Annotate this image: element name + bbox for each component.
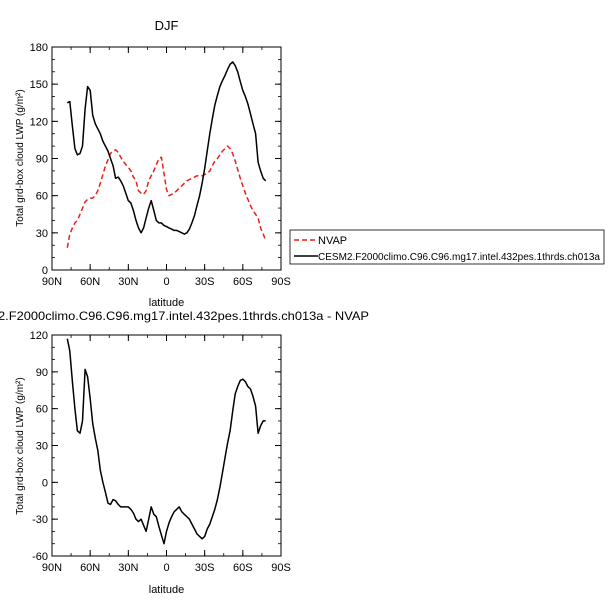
top-chart-xtick-label: 60S	[233, 276, 253, 288]
top-chart-series-1	[66, 61, 267, 235]
legend-frame	[289, 229, 605, 265]
top-chart-xlabel: latitude	[149, 297, 184, 309]
legend-label-model: CESM2.F2000climo.C96.C96.mg17.intel.432p…	[318, 252, 600, 263]
bottom-chart-ytick-label: 90	[36, 367, 48, 379]
top-chart-ytick-label: 150	[30, 79, 48, 91]
bottom-chart-series-0	[66, 338, 266, 545]
top-chart-xtick-label: 30S	[195, 276, 215, 288]
top-chart-plot: 90N 60N 30N 0 30S 60S 90S 0 30 60 90 120 150 180	[30, 42, 291, 288]
legend-label-nvap: NVAP	[318, 235, 347, 247]
bottom-chart-plot: 90N 60N 30N 0 30S 60S 90S -60 -30 0 30 60 90 120	[30, 330, 291, 574]
top-chart-xtick-label: 90S	[271, 276, 291, 288]
bottom-chart-ylabel: Total grd-box cloud LWP (g/m²)	[15, 377, 26, 514]
top-chart-ytick-label: 0	[42, 265, 48, 277]
top-chart-xtick-label: 30N	[118, 276, 138, 288]
bottom-chart-xtick-label: 30S	[195, 562, 215, 574]
top-chart-series-0	[66, 145, 267, 248]
top-chart-ytick-label: 180	[30, 42, 48, 54]
bottom-chart-xtick-label: 90S	[271, 562, 291, 574]
bottom-chart-ytick-label: 60	[36, 404, 48, 416]
top-chart-ylabel: Total grd-box cloud LWP (g/m²)	[15, 89, 26, 226]
bottom-chart-xtick-label: 0	[163, 562, 169, 574]
bottom-chart-title: 2.F2000climo.C96.C96.mg17.intel.432pes.1…	[0, 309, 369, 323]
bottom-chart-ytick-label: 120	[30, 330, 48, 342]
top-chart-ytick-label: 30	[36, 228, 48, 240]
top-chart-legend: NVAP CESM2.F2000climo.C96.C96.mg17.intel…	[289, 229, 605, 265]
bottom-chart-xtick-label: 90N	[42, 562, 62, 574]
bottom-chart-ytick-label: -30	[32, 514, 48, 526]
top-chart-ytick-label: 90	[36, 154, 48, 166]
bottom-chart-ytick-label: 30	[36, 441, 48, 453]
bottom-chart-ytick-label: 0	[42, 477, 48, 489]
top-chart-xtick-label: 0	[163, 276, 169, 288]
top-chart-xtick-label: 90N	[42, 276, 62, 288]
bottom-chart-xtick-label: 60S	[233, 562, 253, 574]
bottom-chart-xlabel: latitude	[149, 584, 184, 596]
top-chart-title: DJF	[155, 18, 179, 33]
top-chart-ytick-label: 60	[36, 191, 48, 203]
top-chart-frame	[51, 46, 282, 271]
bottom-chart-ytick-label: -60	[32, 551, 48, 563]
bottom-chart-frame	[51, 334, 282, 557]
top-chart-ytick-label: 120	[30, 116, 48, 128]
top-chart-xtick-label: 60N	[80, 276, 100, 288]
bottom-chart-xtick-label: 60N	[80, 562, 100, 574]
bottom-chart-xtick-label: 30N	[118, 562, 138, 574]
